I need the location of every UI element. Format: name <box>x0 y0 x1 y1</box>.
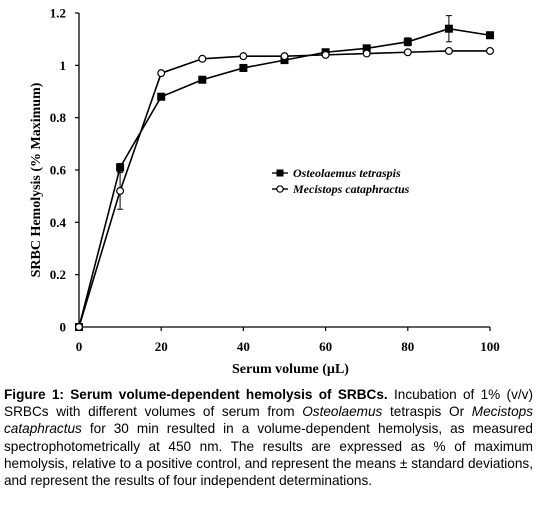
caption-label: Figure 1: Serum volume-dependent hemolys… <box>4 387 388 402</box>
data-point-square <box>239 63 248 72</box>
caption-species-1: Osteolaemus <box>302 404 383 420</box>
data-point-square <box>198 75 207 84</box>
caption-species-2: Mecistops cataphractus <box>4 404 533 437</box>
data-point-square <box>444 24 453 33</box>
y-tick-label: 1.2 <box>50 6 66 21</box>
data-point-square <box>485 31 494 40</box>
legend-item-1: Osteolaemus tetraspis <box>272 166 401 180</box>
legend-marker-circle <box>276 185 284 193</box>
chart-axes: 0 0.2 0.4 0.6 0.8 1 1.2 0 20 40 60 80 100 Serum volum… <box>29 6 500 378</box>
caption-text-1: Incubation of 1% (v/v) SRBCs with differ… <box>4 387 533 420</box>
data-point-square <box>116 163 125 172</box>
legend-label: Mecistops cataphractus <box>292 182 410 196</box>
y-tick-label: 0.8 <box>50 110 67 125</box>
data-point-circle <box>157 69 166 78</box>
x-tick-label: 60 <box>319 339 332 354</box>
series-line <box>78 27 491 328</box>
figure-caption: Figure 1: Serum volume-dependent hemolys… <box>4 386 533 489</box>
hemolysis-line-chart: 0 0.2 0.4 0.6 0.8 1 1.2 0 20 40 60 80 100 Serum volum… <box>29 6 500 378</box>
data-point-square <box>157 92 166 101</box>
data-point-circle <box>444 46 453 55</box>
legend-marker-square <box>276 169 284 177</box>
y-tick-label: 0 <box>60 320 67 335</box>
data-point-circle <box>321 50 330 59</box>
data-point-square <box>403 37 412 46</box>
y-axis-title: SRBC Hemolysis (% Maximum) <box>29 82 44 277</box>
chart-plot-area <box>74 15 495 332</box>
x-tick-label: 80 <box>401 339 414 354</box>
x-axis-title: Serum volume (µL) <box>232 362 349 377</box>
data-point-circle <box>239 52 248 61</box>
x-tick-label: 40 <box>237 339 250 354</box>
data-point-circle <box>116 186 125 195</box>
x-tick-label: 100 <box>480 339 500 354</box>
caption-text-3: for 30 min resulted in a volume-dependen… <box>4 421 533 489</box>
x-tick-label: 20 <box>155 339 168 354</box>
series-2 <box>74 46 495 332</box>
data-point-circle <box>403 48 412 57</box>
legend-item-2: Mecistops cataphractus <box>272 182 410 196</box>
y-tick-label: 0.6 <box>50 163 67 178</box>
y-tick-label: 1 <box>60 58 67 73</box>
y-tick-label: 0.2 <box>50 267 66 282</box>
data-point-circle <box>280 52 289 61</box>
data-point-circle <box>198 54 207 63</box>
x-tick-label: 0 <box>76 339 83 354</box>
data-point-circle <box>486 46 495 55</box>
legend-label: Osteolaemus tetraspis <box>293 166 401 180</box>
caption-text-2: tetraspis Or <box>382 404 472 420</box>
data-point-circle <box>74 323 83 332</box>
y-tick-label: 0.4 <box>50 215 67 230</box>
data-point-circle <box>362 49 371 58</box>
chart-legend: Osteolaemus tetraspis Mecistops cataphrac… <box>272 166 410 196</box>
